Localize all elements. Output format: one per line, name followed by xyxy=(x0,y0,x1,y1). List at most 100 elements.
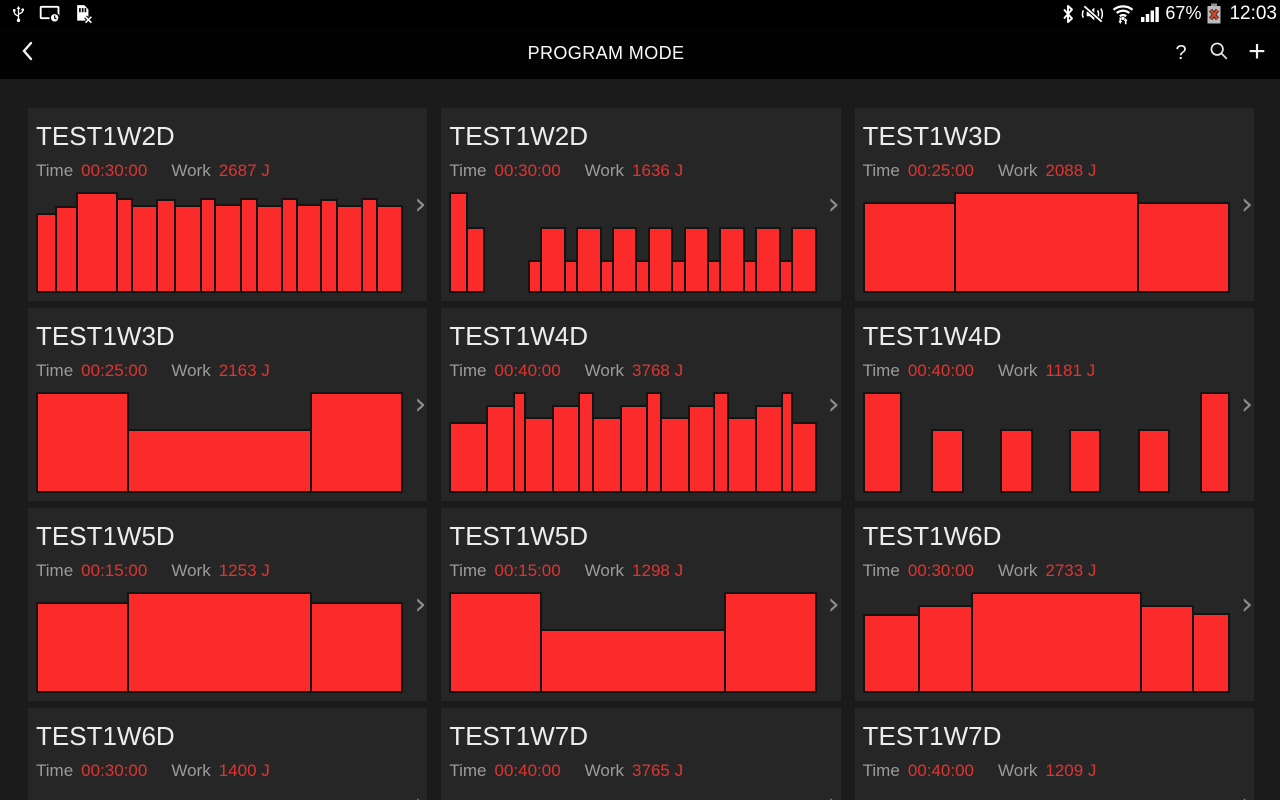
chart-bar xyxy=(953,192,1139,293)
chart-bar xyxy=(310,602,404,693)
chart-bar xyxy=(540,629,726,693)
program-chart xyxy=(862,192,1230,293)
battery-percent: 67% xyxy=(1165,3,1202,23)
program-card[interactable]: TEST1W3D Time 00:25:00 Work 2163 J › xyxy=(28,308,428,501)
program-card[interactable]: TEST1W4D Time 00:40:00 Work 3768 J › xyxy=(441,308,841,501)
chart-bar xyxy=(647,227,674,293)
program-meta: Time 00:30:00 Work 2733 J xyxy=(863,561,1246,581)
time-label: Time xyxy=(36,361,74,380)
time-label: Time xyxy=(449,761,487,780)
chevron-right-icon: › xyxy=(827,387,840,422)
status-left-icons xyxy=(0,3,93,24)
chart-bar xyxy=(335,205,364,293)
chart-bar xyxy=(214,204,242,293)
program-card[interactable]: TEST1W5D Time 00:15:00 Work 1298 J › xyxy=(441,508,841,701)
program-card[interactable]: TEST1W2D Time 00:30:00 Work 1636 J › xyxy=(441,108,841,301)
chevron-right-icon: › xyxy=(828,790,840,800)
program-title: TEST1W7D xyxy=(862,721,1002,751)
work-label: Work xyxy=(998,561,1038,580)
page-title: PROGRAM MODE xyxy=(527,43,685,63)
time-value: 00:40:00 xyxy=(907,761,974,780)
program-chart xyxy=(36,392,404,493)
chart-bar xyxy=(255,205,283,293)
time-label: Time xyxy=(36,761,74,780)
program-meta: Time 00:40:00 Work 1209 J xyxy=(863,761,1246,781)
chart-bar xyxy=(310,392,404,493)
chart-bar xyxy=(524,417,555,493)
bluetooth-icon xyxy=(1061,4,1075,24)
program-card[interactable]: TEST1W7D Time 00:40:00 Work 1209 J › xyxy=(854,708,1254,800)
chart-bar xyxy=(1139,605,1194,693)
chart-bar xyxy=(36,602,130,693)
program-card[interactable]: TEST1W6D Time 00:30:00 Work 1400 J › xyxy=(28,708,428,800)
usb-icon xyxy=(10,4,27,24)
chart-bar xyxy=(295,204,323,293)
status-bar: 67% 12:03 xyxy=(0,0,1280,27)
work-value: 1400 J xyxy=(218,761,270,780)
time-value: 00:30:00 xyxy=(81,761,148,780)
work-label: Work xyxy=(171,361,211,380)
status-right-icons: 67% 12:03 xyxy=(1061,0,1280,27)
chart-bar xyxy=(449,592,543,693)
program-card[interactable]: TEST1W2D Time 00:30:00 Work 2687 J › xyxy=(28,108,428,301)
chart-bar xyxy=(1000,429,1033,493)
chevron-right-icon: › xyxy=(827,187,840,222)
work-value: 1209 J xyxy=(1045,761,1097,780)
chart-bar xyxy=(862,202,956,293)
chevron-right-icon: › xyxy=(414,790,426,800)
program-meta: Time 00:40:00 Work 3765 J xyxy=(449,761,832,781)
program-card[interactable]: TEST1W4D Time 00:40:00 Work 1181 J › xyxy=(854,308,1254,501)
program-card[interactable]: TEST1W5D Time 00:15:00 Work 1253 J › xyxy=(28,508,428,701)
program-card[interactable]: TEST1W7D Time 00:40:00 Work 3765 J › xyxy=(441,708,841,800)
chart-bar xyxy=(174,205,202,293)
help-button[interactable]: ? xyxy=(1175,41,1187,64)
back-button[interactable] xyxy=(6,27,50,79)
work-value: 1298 J xyxy=(632,561,684,580)
program-card[interactable]: TEST1W6D Time 00:30:00 Work 2733 J › xyxy=(854,508,1254,701)
time-value: 00:30:00 xyxy=(494,161,561,180)
time-value: 00:25:00 xyxy=(907,161,974,180)
chart-bar xyxy=(862,614,920,693)
chart-bar xyxy=(755,227,781,293)
chart-bar xyxy=(727,417,758,493)
program-card[interactable]: TEST1W3D Time 00:25:00 Work 2088 J › xyxy=(854,108,1254,301)
time-value: 00:25:00 xyxy=(81,361,148,380)
chart-bar xyxy=(592,417,622,493)
search-button[interactable] xyxy=(1200,27,1238,79)
smart-view-icon xyxy=(39,4,61,24)
program-meta: Time 00:40:00 Work 3768 J xyxy=(449,361,832,381)
chart-bar xyxy=(723,592,817,693)
program-title: TEST1W6D xyxy=(862,521,1002,551)
work-label: Work xyxy=(584,161,625,180)
chart-bar xyxy=(486,405,516,493)
time-label: Time xyxy=(449,361,487,380)
time-value: 00:15:00 xyxy=(494,561,561,580)
work-label: Work xyxy=(998,761,1038,780)
program-meta: Time 00:15:00 Work 1298 J xyxy=(449,561,832,581)
program-title: TEST1W5D xyxy=(36,521,175,551)
work-value: 1253 J xyxy=(218,561,270,580)
work-label: Work xyxy=(998,361,1038,380)
chart-bar xyxy=(1136,202,1230,293)
chart-bar xyxy=(36,392,130,493)
wifi-icon xyxy=(1111,3,1135,25)
clock-text: 12:03 xyxy=(1229,3,1277,24)
chart-bar xyxy=(156,199,177,293)
program-meta: Time 00:30:00 Work 1636 J xyxy=(449,161,832,181)
program-chart xyxy=(36,192,404,293)
chart-bar xyxy=(687,405,716,493)
time-label: Time xyxy=(862,761,900,780)
chevron-right-icon: › xyxy=(1241,587,1253,622)
work-label: Work xyxy=(584,361,625,380)
work-value: 3765 J xyxy=(632,761,684,780)
program-chart xyxy=(449,392,817,493)
add-button[interactable]: + xyxy=(1248,34,1266,68)
action-bar: PROGRAM MODE ? + xyxy=(0,27,1280,79)
program-grid: TEST1W2D Time 00:30:00 Work 2687 J › TES… xyxy=(0,79,1280,800)
program-title: TEST1W2D xyxy=(36,121,175,151)
work-value: 1636 J xyxy=(632,161,684,180)
chart-bar xyxy=(917,605,974,693)
program-chart xyxy=(449,592,817,693)
work-label: Work xyxy=(171,561,211,580)
